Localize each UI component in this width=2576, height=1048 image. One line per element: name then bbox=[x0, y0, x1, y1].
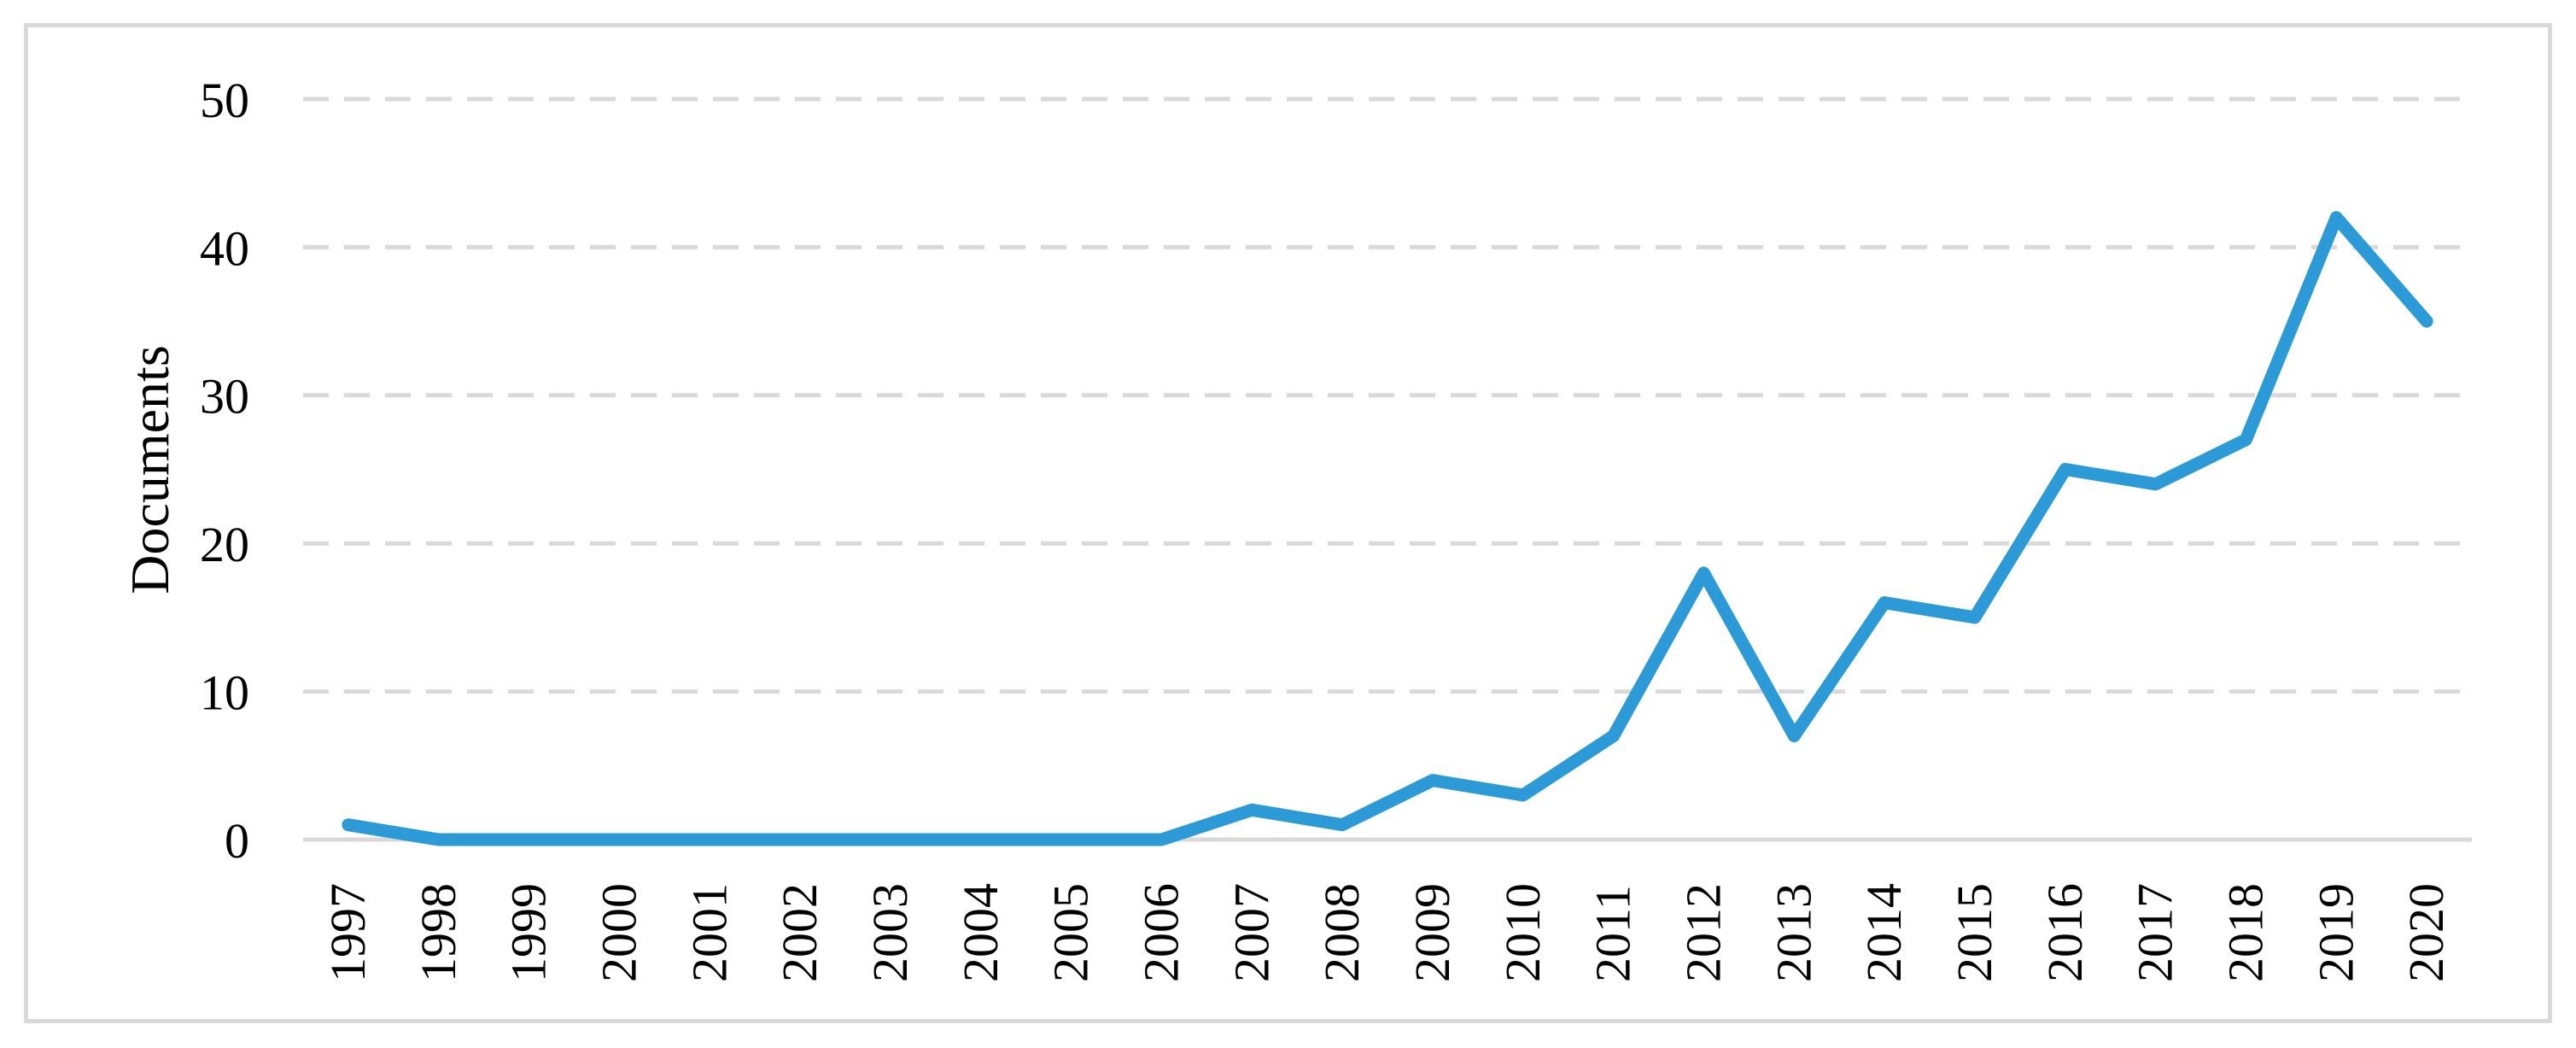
y-tick-label-30: 30 bbox=[200, 369, 249, 424]
x-tick-label-2010: 2010 bbox=[1495, 883, 1551, 982]
x-tick-label-2013: 2013 bbox=[1766, 883, 1821, 982]
x-tick-label-2019: 2019 bbox=[2308, 883, 2363, 982]
x-tick-label-2002: 2002 bbox=[772, 883, 827, 982]
y-tick-label-50: 50 bbox=[200, 73, 249, 128]
x-tick-label-2005: 2005 bbox=[1043, 883, 1099, 982]
x-tick-label-2009: 2009 bbox=[1405, 883, 1460, 982]
series-line-documents bbox=[342, 211, 2433, 846]
x-tick-label-2001: 2001 bbox=[681, 883, 737, 982]
x-axis-tick-labels: 1997 1998 1999 2000 2001 2002 2003 2004 2005 2006… bbox=[320, 883, 2454, 982]
x-tick-label-1997: 1997 bbox=[320, 883, 376, 982]
x-tick-label-2016: 2016 bbox=[2037, 883, 2093, 982]
x-tick-label-2011: 2011 bbox=[1586, 885, 1641, 982]
x-tick-label-2003: 2003 bbox=[862, 883, 918, 982]
x-tick-label-2015: 2015 bbox=[1947, 883, 2002, 982]
gridlines-group bbox=[303, 97, 2472, 842]
x-tick-label-2004: 2004 bbox=[953, 883, 1008, 982]
x-tick-label-2008: 2008 bbox=[1314, 883, 1370, 982]
x-tick-label-2007: 2007 bbox=[1224, 883, 1279, 982]
x-tick-label-2006: 2006 bbox=[1133, 883, 1189, 982]
x-tick-label-2020: 2020 bbox=[2398, 883, 2454, 982]
y-axis-title: Documents bbox=[120, 345, 180, 594]
x-tick-label-2014: 2014 bbox=[1856, 883, 1912, 982]
x-tick-label-2000: 2000 bbox=[591, 883, 646, 982]
y-tick-label-0: 0 bbox=[225, 813, 249, 869]
x-tick-label-1999: 1999 bbox=[501, 883, 557, 982]
y-axis-tick-labels: 0 10 20 30 40 50 bbox=[200, 73, 249, 869]
x-tick-label-2017: 2017 bbox=[2128, 883, 2183, 982]
x-tick-label-1998: 1998 bbox=[411, 883, 466, 982]
chart-border bbox=[24, 23, 2552, 1023]
x-tick-label-2012: 2012 bbox=[1675, 883, 1731, 982]
x-tick-label-2018: 2018 bbox=[2217, 883, 2273, 982]
y-tick-label-40: 40 bbox=[200, 220, 249, 276]
y-tick-label-10: 10 bbox=[200, 665, 249, 720]
y-tick-label-20: 20 bbox=[200, 517, 249, 572]
